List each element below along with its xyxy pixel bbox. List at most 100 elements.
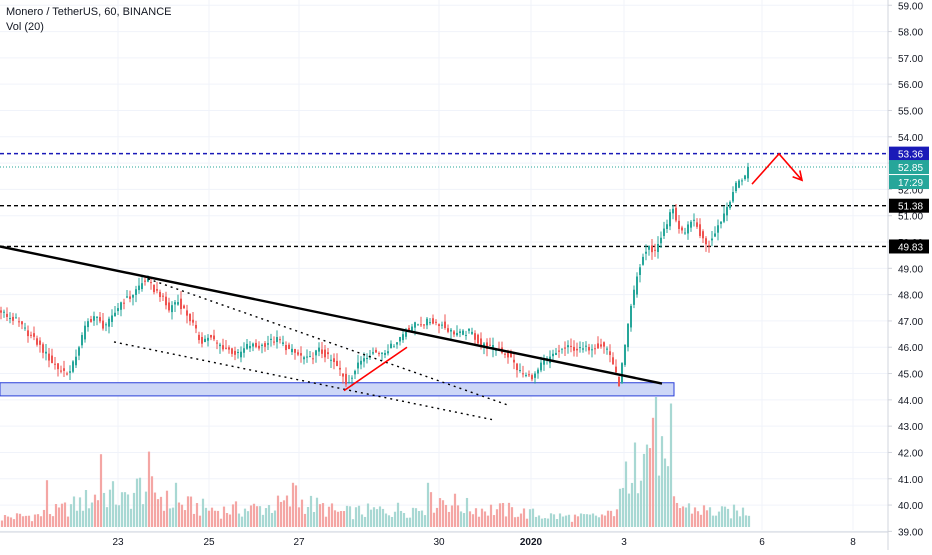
candle-body [414,322,416,328]
candle-body [195,324,197,329]
candle-body [3,311,5,313]
candle-body [51,355,53,363]
candle-body [636,276,638,295]
volume-bar [681,506,685,527]
volume-bar [186,496,190,527]
volume-bar [183,510,187,527]
arrowhead [792,170,804,182]
candle-body [291,348,293,353]
volume-bar [147,451,151,527]
volume-bar [150,476,154,527]
volume-bar [60,503,64,527]
volume-bar [111,481,115,527]
candle-body [447,328,449,332]
x-tick-label: 8 [850,537,856,548]
candle-body [579,347,581,349]
volume-bar [291,482,295,527]
candle-body [672,208,674,214]
candle-body [648,246,650,250]
candle-body [108,318,110,327]
candle-body [633,289,635,305]
candle-body [72,361,74,372]
x-tick-label: 25 [203,537,215,548]
volume-bar [324,516,328,527]
volume-bar [444,504,448,527]
candle-body [273,341,275,343]
volume-bar [123,492,127,527]
volume-bar [597,517,601,527]
y-tick-label: 43.00 [898,422,923,433]
candle-body [573,346,575,351]
candle-body [243,348,245,353]
candle-body [348,381,350,383]
candle-body [594,348,596,350]
candle-body [558,350,560,352]
volume-bar [561,516,565,527]
candle-body [543,359,545,365]
projection-arrow-path [751,152,803,185]
volume-bar [432,512,436,527]
candle-body [696,222,698,227]
candle-body [387,351,389,354]
volume-bar [606,510,610,527]
y-tick-label: 45.00 [898,370,923,381]
candle-body [363,358,365,362]
volume-bar [285,495,289,527]
x-tick-label: 27 [293,537,305,548]
volume-bar [579,513,583,527]
candle-body [432,318,434,324]
candle-body [699,224,701,236]
candle-body [231,348,233,354]
volume-bar [747,515,751,527]
candle-body [75,356,77,366]
candle-body [351,377,353,379]
volume-bar [621,487,625,527]
candle-body [225,347,227,349]
descending-trendline [0,245,663,385]
volume-bar [507,502,511,527]
volume-bar [714,515,718,527]
candle-body [621,363,623,384]
candle-body [96,316,98,318]
volume-bar [348,506,352,527]
candle-body [702,231,704,239]
volume-bar [228,514,232,527]
support-zone-group [0,382,675,397]
candle-body [237,352,239,354]
volume-bar [600,514,604,527]
volume-bar [672,496,676,527]
volume-bar [6,516,10,527]
volume-bar [705,510,709,527]
volume-bar [498,503,502,527]
candle-body [675,207,677,221]
candle-body [219,344,221,347]
candle-body [714,233,716,237]
volume-bar [555,518,559,527]
volume-bar [687,503,691,527]
candle-body [399,337,401,342]
candle-body [711,238,713,241]
volume-bar [81,510,85,527]
candle-body [129,296,131,299]
candle-body [375,349,377,353]
volume-bar [234,501,238,527]
volume-bar [585,514,589,527]
candle-body [297,352,299,355]
candle-body [462,330,464,335]
candle-body [480,338,482,346]
candle-body [744,175,746,180]
volume-bar [270,512,274,527]
candle-body [465,335,467,337]
candle-body [405,331,407,337]
volume-bar [90,502,94,527]
candle-body [261,344,263,346]
volume-bar [588,514,592,527]
candle-body [531,375,533,380]
volume-bar [114,504,118,527]
volume-bar [18,513,22,527]
volume-bar [492,515,496,527]
volume-bar [549,513,553,527]
volume-bar [522,508,526,527]
